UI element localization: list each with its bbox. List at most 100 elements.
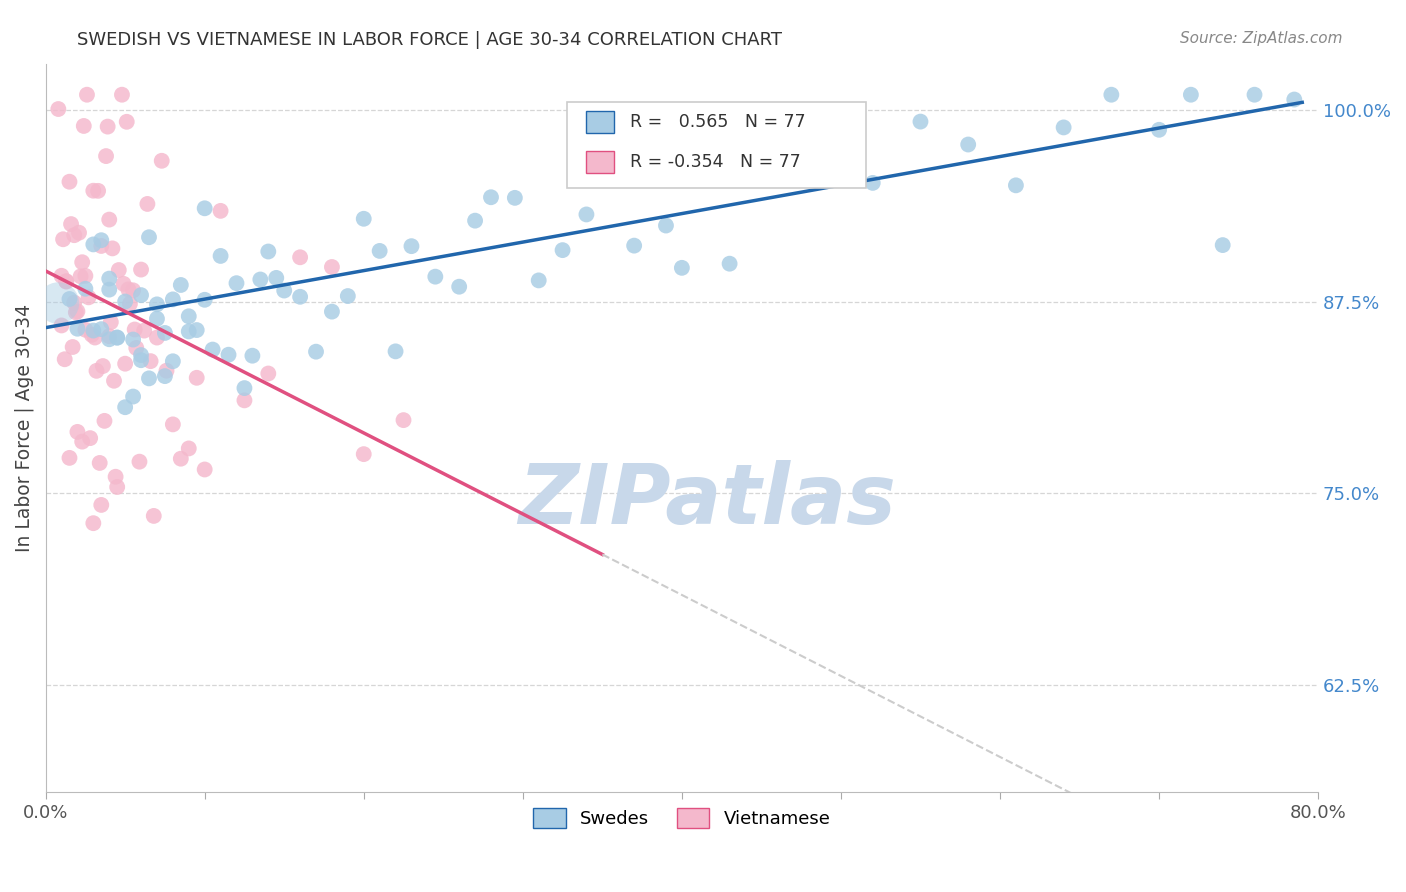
Point (46, 102, 69, 116)
Point (66, 304, 89, 318)
Point (209, 203, 232, 218)
Point (80, 327, 103, 342)
Point (58, 175, 80, 189)
Point (98, 329, 121, 343)
Point (249, 272, 271, 286)
Point (162, 354, 184, 368)
Point (155, 364, 177, 378)
Point (90, 239, 112, 253)
Point (98, 271, 121, 285)
Point (79, 431, 101, 445)
Point (62, 340, 84, 354)
Point (1099, 87, 1122, 102)
Point (186, 323, 208, 337)
Point (186, 371, 208, 385)
Point (718, 257, 741, 271)
Point (194, 202, 217, 216)
Point (233, 381, 256, 395)
Point (1180, 87, 1202, 102)
Point (82, 184, 104, 198)
Point (65, 305, 87, 319)
Point (67, 226, 90, 240)
Point (288, 250, 311, 264)
Point (194, 293, 217, 307)
Point (100, 315, 122, 329)
Point (910, 114, 932, 128)
Point (97, 120, 120, 134)
Point (170, 277, 193, 292)
Point (115, 115, 138, 129)
Point (111, 87, 134, 102)
Point (114, 401, 136, 415)
Point (257, 367, 280, 381)
Point (957, 137, 980, 152)
Point (129, 348, 152, 362)
Point (162, 293, 184, 307)
Point (209, 249, 232, 263)
Point (384, 344, 406, 359)
FancyBboxPatch shape (568, 102, 866, 188)
Point (114, 357, 136, 371)
Point (58, 450, 80, 465)
Point (76, 87, 98, 102)
Point (392, 413, 415, 427)
Point (122, 390, 145, 404)
Point (51, 268, 73, 283)
Point (103, 374, 125, 388)
Point (129, 262, 152, 277)
Point (162, 417, 184, 432)
Point (142, 508, 165, 523)
Point (321, 304, 343, 318)
Point (58, 292, 80, 306)
Point (218, 348, 240, 362)
Point (55, 274, 77, 288)
Point (107, 263, 129, 277)
Point (75, 268, 97, 283)
Point (177, 310, 200, 324)
Point (101, 241, 124, 255)
Point (69, 269, 91, 284)
Point (82, 516, 104, 531)
Point (87, 184, 110, 198)
Point (112, 277, 135, 291)
Point (77, 290, 100, 304)
Point (177, 325, 200, 339)
Point (242, 349, 264, 363)
Point (353, 447, 375, 461)
Point (503, 191, 526, 205)
Point (766, 150, 789, 164)
Point (233, 393, 256, 408)
Point (98, 212, 121, 227)
Point (449, 279, 471, 293)
Point (1052, 120, 1074, 135)
Point (53, 352, 76, 367)
Point (114, 294, 136, 309)
Point (551, 243, 574, 257)
Point (288, 290, 311, 304)
Point (225, 276, 247, 290)
Point (70, 434, 93, 449)
Point (623, 238, 645, 252)
Text: Source: ZipAtlas.com: Source: ZipAtlas.com (1180, 31, 1343, 46)
Point (73, 119, 96, 133)
Point (75, 323, 97, 337)
Point (128, 455, 150, 469)
Point (153, 369, 176, 384)
Point (464, 213, 486, 227)
Point (94, 149, 117, 163)
Point (98, 332, 121, 346)
Point (75, 282, 97, 296)
Point (52, 232, 75, 246)
Point (51, 318, 73, 333)
Point (1005, 178, 1028, 193)
Point (257, 244, 280, 259)
Point (264, 271, 287, 285)
Point (66, 425, 89, 439)
Point (129, 353, 152, 368)
Point (138, 230, 160, 244)
Point (575, 207, 598, 221)
Point (105, 331, 128, 345)
Bar (586, 152, 614, 173)
Y-axis label: In Labor Force | Age 30-34: In Labor Force | Age 30-34 (15, 304, 35, 552)
Point (368, 244, 391, 258)
